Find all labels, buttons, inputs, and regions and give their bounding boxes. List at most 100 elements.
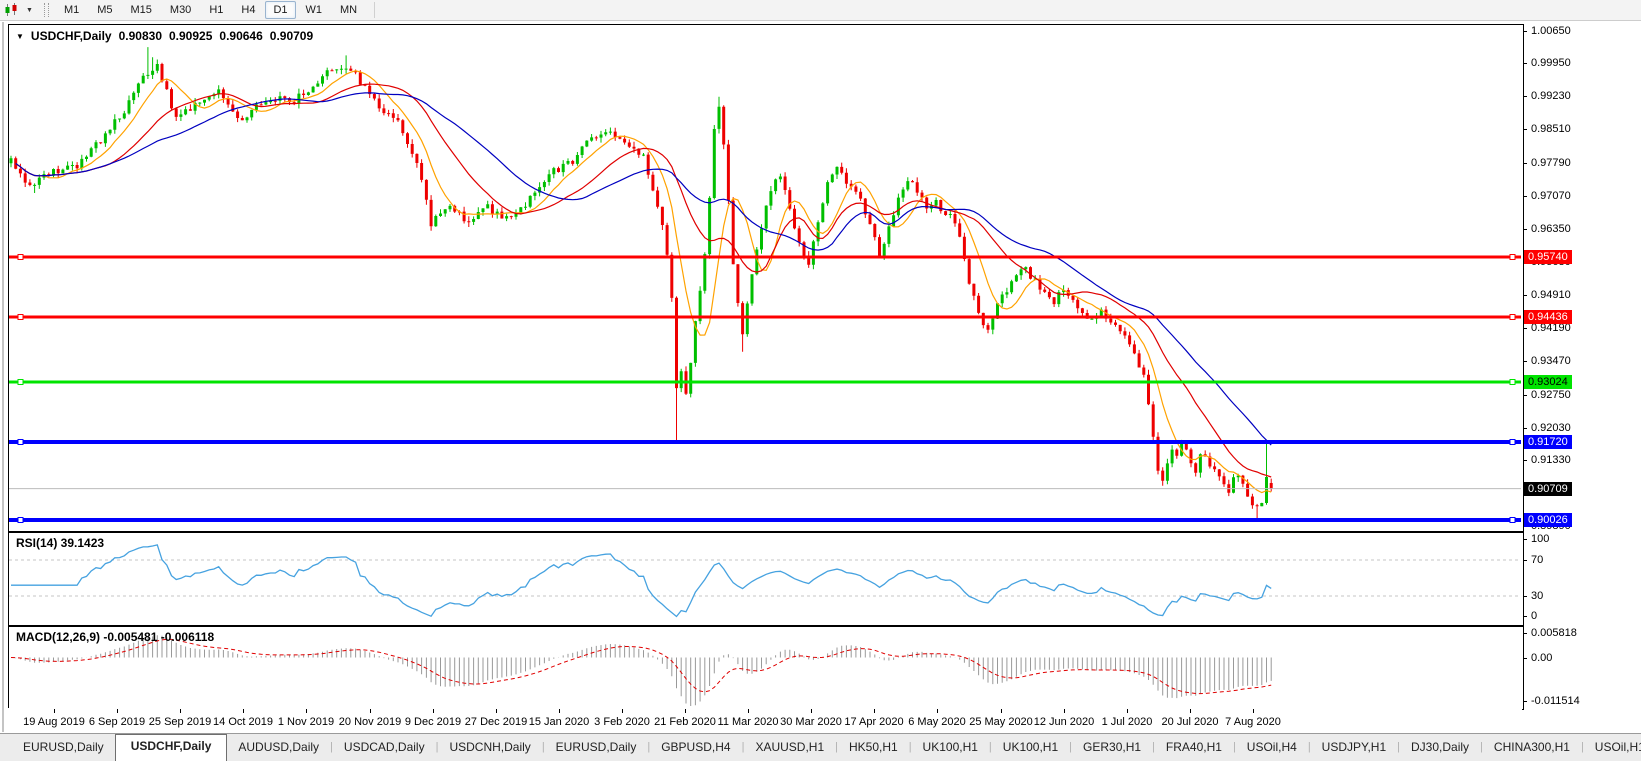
macd-signal-line [10, 638, 1272, 695]
chart-tab-ger30-h1[interactable]: GER30,H1 [1083, 740, 1142, 754]
date-tick [1253, 709, 1254, 713]
date-tick [54, 709, 55, 713]
chart-type-dropdown-caret[interactable]: ▼ [26, 6, 33, 14]
price-tick-label: 0.97070 [1531, 190, 1571, 202]
chart-tab-usoil-h4[interactable]: USOil,H4 [1246, 740, 1297, 754]
rsi-line [11, 544, 1272, 618]
macd-tick-label: 0.005818 [1531, 627, 1577, 639]
timeframe-button-h4[interactable]: H4 [241, 4, 256, 16]
toolbar-grip[interactable] [43, 3, 49, 17]
price-tick [1523, 96, 1527, 97]
chart-tab-usdcnh-daily[interactable]: USDCNH,Daily [449, 740, 531, 754]
date-label: 19 Aug 2019 [23, 716, 85, 728]
chart-tab-usoil-h1[interactable]: USOil,H1 [1594, 740, 1641, 754]
date-label: 25 Sep 2019 [148, 716, 212, 728]
date-tick [1001, 709, 1002, 713]
chart-tab-dj30-daily[interactable]: DJ30,Daily [1411, 740, 1470, 754]
chart-tab-eurusd-daily[interactable]: EURUSD,Daily [555, 740, 637, 754]
toolbar-separator [374, 2, 376, 18]
slow-ma-line [15, 92, 1272, 446]
main-chart-panel[interactable]: ▼ USDCHF,Daily 0.90830 0.90925 0.90646 0… [8, 24, 1524, 532]
timeframe-button-w1[interactable]: W1 [305, 4, 323, 16]
rsi-label: RSI(14) 39.1423 [16, 536, 105, 550]
macd-tick [1523, 701, 1527, 702]
chart-tab-gbpusd-h4[interactable]: GBPUSD,H4 [661, 740, 731, 754]
level-price-label: 0.91720 [1524, 435, 1572, 449]
tab-separator: | [647, 741, 651, 753]
timeframe-button-h1[interactable]: H1 [209, 4, 224, 16]
line-handle-marker [1509, 379, 1516, 385]
ohlc-close: 0.90709 [269, 29, 314, 43]
date-tick [685, 709, 686, 713]
chart-tab-uk100-h1[interactable]: UK100,H1 [922, 740, 978, 754]
macd-indicator-panel[interactable]: MACD(12,26,9) -0.005481 -0.006118 [8, 626, 1524, 710]
line-handle-marker [1509, 439, 1516, 445]
ohlc-high: 0.90925 [169, 29, 213, 43]
chart-tab-usdchf-daily[interactable]: USDCHF,Daily [114, 734, 228, 761]
date-label: 30 Mar 2020 [780, 716, 842, 728]
medium-ma-line [15, 83, 1272, 478]
bull-candle-wicks [10, 47, 1267, 507]
tab-separator: | [1069, 741, 1073, 753]
line-handle-marker [17, 517, 24, 523]
date-label: 20 Nov 2019 [338, 716, 402, 728]
date-tick [117, 709, 118, 713]
chart-tab-usdjpy-h1[interactable]: USDJPY,H1 [1321, 740, 1387, 754]
timeframe-button-m1[interactable]: M1 [63, 4, 80, 16]
price-tick-label: 1.00650 [1531, 25, 1571, 37]
rsi-indicator-panel[interactable]: RSI(14) 39.1423 [8, 532, 1524, 626]
rsi-tick-label: 0 [1531, 610, 1538, 622]
price-tick-label: 0.97790 [1531, 157, 1571, 169]
date-label: 17 Apr 2020 [844, 716, 904, 728]
level-price-label: 0.90026 [1524, 513, 1572, 527]
price-tick-label: 0.91330 [1531, 454, 1571, 466]
timeframe-toolbar: ▼ M1 M5 M15 M30 H1 H4 D1 W1 MN [0, 0, 1641, 21]
price-tick [1523, 31, 1527, 32]
date-label: 15 Jan 2020 [528, 716, 590, 728]
timeframe-button-m15[interactable]: M15 [130, 4, 152, 16]
chart-tab-usdcad-daily[interactable]: USDCAD,Daily [343, 740, 425, 754]
date-tick [496, 709, 497, 713]
horizontal-level-line [9, 255, 1521, 259]
time-axis[interactable]: 19 Aug 2019 6 Sep 2019 25 Sep 2019 14 Oct 2… [8, 708, 1522, 733]
chart-tab-audusd-daily[interactable]: AUDUSD,Daily [238, 740, 320, 754]
symbol-dropdown-icon[interactable]: ▼ [16, 31, 24, 41]
price-tick [1523, 328, 1527, 329]
price-tick [1523, 395, 1527, 396]
price-tick-label: 0.93470 [1531, 355, 1571, 367]
price-tick-label: 0.94910 [1531, 289, 1571, 301]
candlestick-chart-icon[interactable] [3, 2, 21, 18]
macd-tick-label: 0.00 [1531, 652, 1553, 664]
price-tick [1523, 196, 1527, 197]
date-label: 27 Dec 2019 [464, 716, 528, 728]
timeframe-button-m30[interactable]: M30 [169, 4, 192, 16]
timeframe-button-d1[interactable]: D1 [265, 1, 296, 19]
macd-label: MACD(12,26,9) -0.005481 -0.006118 [16, 630, 215, 644]
chart-tab-fra40-h1[interactable]: FRA40,H1 [1165, 740, 1222, 754]
line-handle-marker [17, 314, 24, 320]
price-tick-label: 0.99950 [1531, 57, 1571, 69]
chart-tab-china300-h1[interactable]: CHINA300,H1 [1493, 740, 1570, 754]
chart-tab-hk50-h1[interactable]: HK50,H1 [848, 740, 898, 754]
rsi-tick [1523, 539, 1527, 540]
line-handle-marker [17, 379, 24, 385]
tab-separator: | [1580, 741, 1584, 753]
date-label: 1 Nov 2019 [277, 716, 335, 728]
timeframe-button-mn[interactable]: MN [340, 4, 358, 16]
main-chart-canvas[interactable] [9, 25, 1521, 529]
date-tick [370, 709, 371, 713]
price-axis[interactable]: 1.00650 0.99950 0.99230 0.98510 0.97790 0.970… [1522, 24, 1641, 708]
rsi-canvas[interactable] [9, 533, 1521, 623]
line-handle-marker [1509, 254, 1516, 260]
rsi-tick-label: 70 [1531, 554, 1544, 566]
macd-histogram [15, 635, 1272, 706]
chart-tab-uk100-h1[interactable]: UK100,H1 [1002, 740, 1059, 754]
chart-tab-xauusd-h1[interactable]: XAUUSD,H1 [755, 740, 825, 754]
timeframe-button-m5[interactable]: M5 [97, 4, 113, 16]
date-tick [1064, 709, 1065, 713]
macd-canvas[interactable] [9, 627, 1521, 707]
line-handle-marker [1509, 517, 1516, 523]
chart-tab-eurusd-daily[interactable]: EURUSD,Daily [23, 740, 104, 754]
rsi-tick [1523, 616, 1527, 617]
